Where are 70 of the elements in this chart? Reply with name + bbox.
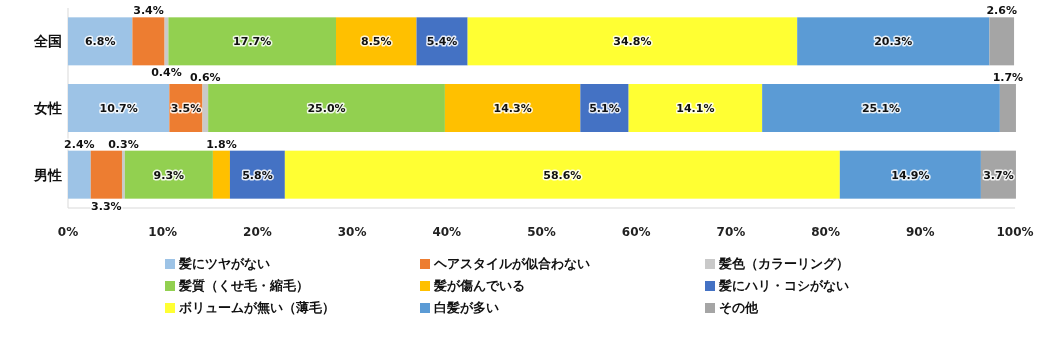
x-tick-label: 70%: [716, 225, 746, 239]
x-tick-label: 40%: [432, 225, 462, 239]
bar: [336, 17, 417, 66]
data-label: 5.8%: [242, 168, 273, 182]
bar: [762, 84, 1000, 132]
x-tick-label: 10%: [148, 225, 178, 239]
legend-label: 髪色（カラーリング）: [718, 256, 849, 271]
x-tick-label: 80%: [811, 225, 840, 239]
x-tick-label: 100%: [996, 225, 1034, 239]
bar: [208, 84, 445, 132]
data-label: 3.7%: [983, 168, 1014, 182]
data-label: 5.4%: [426, 35, 458, 49]
bar: [212, 150, 230, 199]
data-label: 1.7%: [992, 71, 1024, 84]
legend-label: その他: [719, 300, 759, 315]
data-label: 0.4%: [151, 66, 182, 80]
data-label: 25.1%: [861, 102, 901, 115]
legend-label: 白髪が多い: [434, 300, 499, 315]
bar: [68, 150, 91, 199]
data-label: 1.8%: [206, 137, 237, 151]
data-label: 0.3%: [108, 137, 139, 151]
data-label: 25.0%: [307, 102, 346, 115]
data-label: 10.7%: [99, 102, 138, 115]
bar: [628, 84, 763, 132]
bar: [121, 150, 125, 199]
x-tick-label: 30%: [337, 225, 367, 239]
data-label: 2.4%: [64, 137, 95, 151]
data-label: 58.6%: [543, 168, 582, 182]
x-tick-label: 0%: [57, 225, 79, 239]
data-label: 5.1%: [589, 102, 620, 115]
data-label: 9.3%: [153, 168, 185, 182]
y-tick-label: 男性: [33, 166, 62, 183]
y-tick-label: 女性: [33, 100, 62, 116]
legend-label: 髪が傷んでいる: [433, 278, 525, 293]
data-label: 34.8%: [613, 35, 652, 49]
data-label: 8.5%: [360, 35, 392, 49]
bar: [168, 17, 336, 66]
legend-label: 髪質（くせ毛・縮毛）: [178, 278, 309, 293]
data-label: 3.3%: [91, 199, 122, 213]
x-tick-label: 50%: [527, 225, 556, 239]
bar: [999, 84, 1016, 132]
data-label: 3.5%: [170, 102, 202, 115]
bar: [124, 150, 213, 199]
data-label: 20.3%: [874, 35, 913, 49]
bar: [467, 17, 798, 66]
bar: [989, 17, 1015, 66]
legend-label: ヘアスタイルが似合わない: [433, 256, 590, 271]
bar: [202, 84, 209, 132]
legend-label: 髪にハリ・コシがない: [718, 278, 849, 293]
data-label: 14.1%: [676, 102, 715, 115]
bar: [444, 84, 581, 132]
bar: [797, 17, 990, 66]
data-label: 17.7%: [233, 35, 272, 49]
data-label: 14.9%: [891, 168, 930, 182]
data-label: 0.6%: [190, 71, 221, 84]
x-tick-label: 90%: [905, 225, 935, 239]
data-label: 14.3%: [493, 102, 532, 115]
data-label: 3.4%: [133, 4, 164, 18]
x-tick-label: 60%: [621, 225, 651, 239]
data-label: 2.6%: [986, 4, 1017, 18]
bar: [839, 150, 981, 199]
legend-label: ボリュームが無い（薄毛）: [178, 300, 335, 315]
bar: [284, 150, 840, 199]
bar: [132, 17, 165, 66]
bar: [90, 150, 122, 199]
x-tick-label: 20%: [243, 225, 272, 239]
legend-label: 髪にツヤがない: [178, 256, 270, 271]
bar: [68, 84, 170, 132]
y-tick-label: 全国: [33, 33, 62, 50]
data-label: 6.8%: [84, 35, 116, 49]
